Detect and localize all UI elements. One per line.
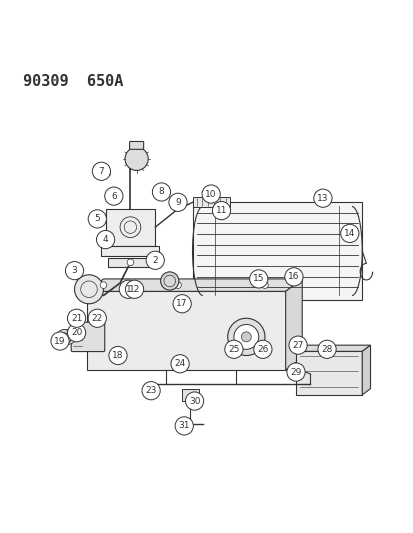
Circle shape — [61, 329, 76, 344]
Circle shape — [57, 329, 71, 344]
Circle shape — [171, 354, 189, 373]
Polygon shape — [295, 345, 370, 351]
Text: 30: 30 — [188, 397, 200, 406]
Text: 21: 21 — [71, 314, 82, 323]
Circle shape — [51, 332, 69, 350]
Text: 15: 15 — [252, 274, 264, 284]
FancyBboxPatch shape — [101, 246, 159, 256]
Text: 24: 24 — [174, 359, 185, 368]
Circle shape — [133, 282, 140, 288]
FancyBboxPatch shape — [129, 141, 143, 149]
Circle shape — [67, 309, 85, 327]
Circle shape — [241, 332, 251, 342]
Text: 23: 23 — [145, 386, 157, 395]
Circle shape — [96, 230, 114, 249]
Text: 4: 4 — [102, 235, 108, 244]
Text: 8: 8 — [158, 188, 164, 197]
Circle shape — [288, 336, 306, 354]
Circle shape — [65, 262, 83, 280]
Text: 20: 20 — [71, 328, 82, 337]
Text: 26: 26 — [256, 345, 268, 354]
Text: 12: 12 — [128, 285, 140, 294]
Circle shape — [60, 333, 68, 341]
Circle shape — [119, 280, 137, 298]
Text: 29: 29 — [290, 368, 301, 377]
Circle shape — [125, 280, 143, 298]
Text: 13: 13 — [316, 193, 328, 203]
Text: 14: 14 — [343, 229, 355, 238]
FancyBboxPatch shape — [87, 292, 285, 370]
Text: 22: 22 — [91, 314, 103, 323]
Text: 27: 27 — [292, 341, 303, 350]
Circle shape — [146, 251, 164, 269]
Text: 2: 2 — [152, 256, 158, 265]
Circle shape — [152, 183, 170, 201]
FancyBboxPatch shape — [182, 389, 198, 401]
Text: 31: 31 — [178, 422, 190, 430]
Circle shape — [317, 340, 335, 358]
Text: 10: 10 — [205, 190, 216, 199]
Text: 5: 5 — [94, 214, 100, 223]
Circle shape — [125, 147, 148, 171]
Circle shape — [202, 185, 220, 203]
Circle shape — [249, 270, 267, 288]
Text: 19: 19 — [54, 336, 66, 345]
Text: 90309  650A: 90309 650A — [23, 74, 123, 89]
Text: 3: 3 — [71, 266, 77, 275]
Text: 9: 9 — [175, 198, 180, 207]
Circle shape — [104, 187, 123, 205]
Circle shape — [286, 363, 304, 381]
Text: 17: 17 — [176, 299, 188, 308]
Circle shape — [169, 193, 187, 212]
FancyBboxPatch shape — [192, 197, 229, 207]
Circle shape — [100, 282, 107, 288]
Circle shape — [227, 318, 264, 356]
Text: 28: 28 — [320, 345, 332, 354]
Circle shape — [173, 295, 191, 313]
FancyBboxPatch shape — [107, 258, 153, 266]
Circle shape — [64, 333, 72, 341]
Circle shape — [88, 309, 106, 327]
Circle shape — [323, 343, 333, 353]
Circle shape — [74, 275, 103, 304]
Circle shape — [160, 272, 178, 290]
Circle shape — [174, 282, 181, 288]
Text: 25: 25 — [228, 345, 239, 354]
Circle shape — [313, 189, 331, 207]
Circle shape — [92, 162, 110, 180]
Polygon shape — [285, 279, 301, 370]
Circle shape — [253, 340, 271, 358]
Circle shape — [109, 346, 127, 365]
Circle shape — [224, 340, 242, 358]
Circle shape — [88, 210, 106, 228]
FancyBboxPatch shape — [192, 203, 361, 300]
Circle shape — [340, 224, 358, 243]
Circle shape — [142, 382, 160, 400]
Circle shape — [175, 417, 193, 435]
Circle shape — [261, 282, 268, 288]
FancyBboxPatch shape — [71, 322, 104, 352]
Text: 16: 16 — [287, 272, 299, 281]
Text: 6: 6 — [111, 192, 116, 200]
Circle shape — [284, 268, 302, 286]
Polygon shape — [361, 345, 370, 395]
Circle shape — [127, 259, 133, 265]
Circle shape — [233, 325, 258, 349]
FancyBboxPatch shape — [105, 208, 155, 246]
Text: 1: 1 — [125, 285, 131, 294]
Circle shape — [67, 324, 85, 342]
Text: 11: 11 — [215, 206, 227, 215]
Circle shape — [212, 201, 230, 220]
FancyBboxPatch shape — [295, 351, 361, 395]
Polygon shape — [87, 279, 301, 292]
Text: 7: 7 — [98, 167, 104, 176]
Circle shape — [185, 392, 203, 410]
Text: 18: 18 — [112, 351, 123, 360]
